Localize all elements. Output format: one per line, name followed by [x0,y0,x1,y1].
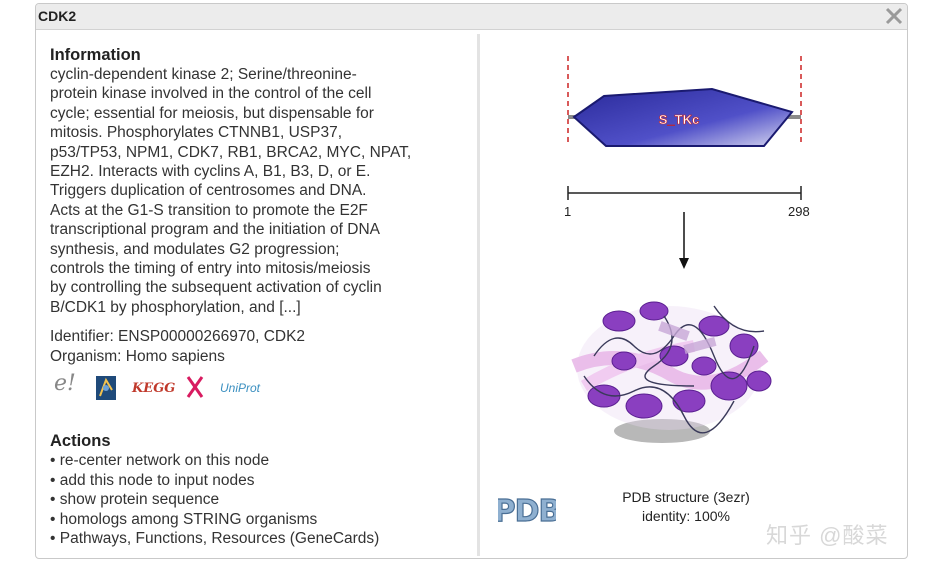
description-line: cyclin-dependent kinase 2; Serine/threon… [50,66,357,83]
action-homologs[interactable]: • homologs among STRING organisms [50,510,318,528]
description-line: p53/TP53, NPM1, CDK7, RB1, BRCA2, MYC, N… [50,143,412,161]
pdb-structure-id: PDB structure (3ezr) [622,489,750,505]
action-recenter-network[interactable]: • re-center network on this node [50,452,270,469]
database-links: e! KEGG UniProt [50,371,450,405]
description-line: transcriptional program and the initiati… [50,221,380,239]
watermark: 知乎 @酸菜 [766,523,889,548]
description-line: Triggers duplication of centrosomes and … [50,182,367,200]
description-line: EZH2. Interacts with cyclins A, B1, B3, … [50,163,371,181]
action-show-sequence[interactable]: • show protein sequence [50,491,220,508]
s-tkc-domain[interactable] [572,87,794,147]
length-scale-bar [567,186,802,200]
ncbi-icon[interactable] [96,376,116,405]
description-line: mitosis. Phosphorylates CTNNB1, USP37, [50,124,343,142]
protein-info-popup: CDK2 Information cyclin-dependent kinase… [35,3,908,559]
pdb-logo[interactable]: PDB [493,488,562,529]
down-arrow-icon [679,212,689,269]
domain-diagram: S_TKc [564,56,814,197]
information-section: Information cyclin-dependent kinase 2; S… [50,45,450,404]
actions-section: Actions • re-center network on this node… [50,431,379,549]
domain-label: S_TKc [659,112,699,127]
description-line: B/CDK1 by phosphorylation, and [...] [50,298,301,316]
domain-graphic: S_TKc [567,56,802,197]
protein-meta: Identifier: ENSP00000266970, CDK2 Organi… [50,327,450,366]
ensembl-icon[interactable]: e! [54,371,76,397]
description-line: by controlling the subsequent activation… [50,279,382,297]
pdb-logo-text: PDB [498,494,556,528]
description-line: protein kinase involved in the control o… [50,85,372,103]
description-line: controls the timing of entry into mitosi… [50,260,371,278]
description-line: cycle; essential for meiosis, but dispen… [50,104,374,122]
uniprot-icon[interactable]: UniProt [220,381,261,396]
pdb-identity: identity: 100% [642,508,730,524]
string-x-icon[interactable] [184,374,206,405]
kegg-icon[interactable]: KEGG [132,381,176,397]
protein-description: cyclin-dependent kinase 2; Serine/threon… [50,65,450,317]
actions-list: • re-center network on this node • add t… [50,451,379,549]
protein-structure-image[interactable] [564,286,784,456]
organism: Organism: Homo sapiens [50,347,225,365]
close-icon[interactable] [883,5,905,27]
sequence-end: 298 [788,204,810,219]
description-line: Acts at the G1-S transition to promote t… [50,201,368,219]
description-line: synthesis, and modulates G2 progression; [50,240,340,258]
window-title: CDK2 [38,8,77,24]
action-genecards[interactable]: • Pathways, Functions, Resources (GeneCa… [50,530,380,547]
sequence-start: 1 [564,204,572,219]
panel-divider [477,34,480,556]
information-heading: Information [50,46,141,64]
title-bar: CDK2 [36,4,907,30]
action-add-to-input[interactable]: • add this node to input nodes [50,471,255,489]
identifier: Identifier: ENSP00000266970, CDK2 [50,328,306,346]
pdb-info: PDB structure (3ezr) identity: 100% [591,488,781,526]
actions-heading: Actions [50,432,111,450]
